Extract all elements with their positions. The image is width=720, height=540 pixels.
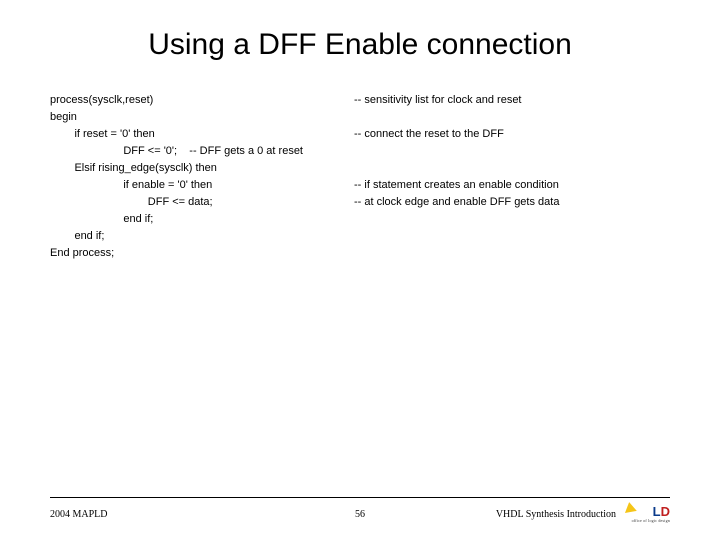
- code-line-5: Elsif rising_edge(sysclk) then: [50, 162, 217, 174]
- code-line-3-comment: -- connect the reset to the DFF: [354, 128, 504, 140]
- code-line-2: begin: [50, 111, 77, 123]
- footer-left-text: 2004 MAPLD: [50, 509, 257, 520]
- footer-right-container: VHDL Synthesis Introduction LD office of…: [463, 502, 670, 526]
- slide-footer: 2004 MAPLD 56 VHDL Synthesis Introductio…: [50, 497, 670, 526]
- code-line-6-comment: -- if statement creates an enable condit…: [354, 179, 559, 191]
- code-line-9: end if;: [50, 230, 104, 242]
- code-line-7-comment: -- at clock edge and enable DFF gets dat…: [354, 196, 559, 208]
- code-line-1-comment: -- sensitivity list for clock and reset: [354, 94, 522, 106]
- code-line-8: end if;: [50, 213, 153, 225]
- footer-divider: [50, 497, 670, 498]
- footer-page-number: 56: [257, 509, 464, 520]
- old-logo: LD office of logic design: [622, 502, 670, 526]
- code-line-10: End process;: [50, 247, 114, 259]
- slide-title: Using a DFF Enable connection: [50, 28, 670, 62]
- logo-subtitle: office of logic design: [632, 518, 670, 523]
- logo-letter-d: D: [661, 504, 670, 519]
- code-line-3-stmt: if reset = '0' then: [50, 128, 155, 140]
- logo-letter-l: L: [653, 504, 661, 519]
- code-line-7-stmt: DFF <= data;: [50, 196, 213, 208]
- code-line-1-stmt: process(sysclk,reset): [50, 94, 153, 106]
- code-line-6-stmt: if enable = '0' then: [50, 179, 212, 191]
- slide-container: Using a DFF Enable connection process(sy…: [0, 0, 720, 540]
- logo-letters: LD: [653, 504, 670, 519]
- footer-right-text: VHDL Synthesis Introduction: [496, 509, 616, 520]
- footer-row: 2004 MAPLD 56 VHDL Synthesis Introductio…: [50, 502, 670, 526]
- code-line-4: DFF <= '0'; -- DFF gets a 0 at reset: [50, 145, 303, 157]
- vhdl-code-block: process(sysclk,reset) -- sensitivity list…: [50, 92, 670, 262]
- logo-star-icon: [623, 501, 637, 513]
